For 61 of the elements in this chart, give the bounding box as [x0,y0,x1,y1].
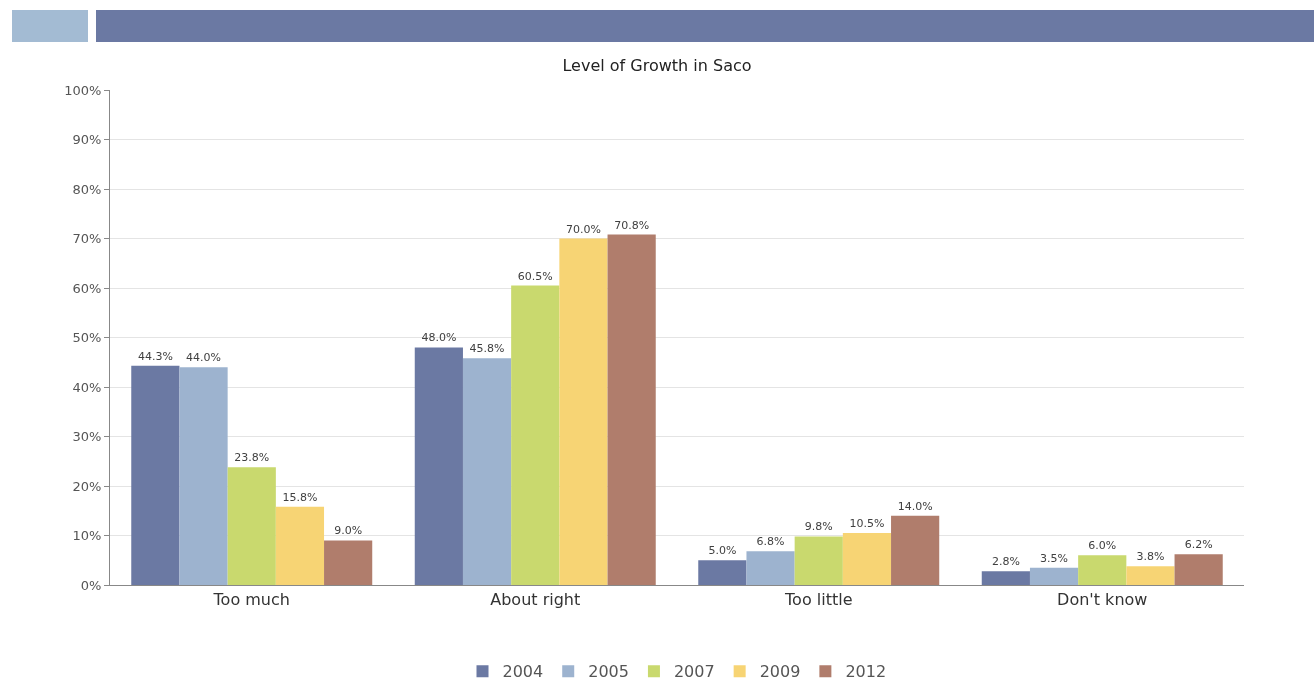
bar [1174,554,1223,585]
y-tick-label: 80% [72,181,102,197]
bar [227,467,276,585]
y-tick-label: 10% [72,528,102,544]
data-label: 5.0% [708,544,737,558]
y-tick-label: 20% [72,478,102,494]
data-label: 44.3% [137,349,173,363]
legend-label: 2007 [673,662,715,682]
data-label: 10.5% [849,517,885,531]
bar [607,234,656,585]
bar [179,367,228,585]
x-tick-label: About right [490,590,581,610]
data-label: 48.0% [421,331,457,345]
data-label: 6.2% [1184,538,1213,552]
data-label: 9.0% [334,524,363,538]
y-tick-label: 0% [80,577,102,593]
bar [1029,567,1079,585]
data-label: 6.8% [756,535,785,549]
y-tick-label: 40% [72,379,102,395]
legend-label: 2012 [845,662,887,682]
chart-title: Level of Growth in Saco [562,55,752,75]
legend-label: 2004 [502,662,544,682]
bar [1078,555,1127,585]
y-tick-label: 50% [72,330,102,346]
data-label: 14.0% [897,499,933,513]
data-label: 45.8% [469,342,505,356]
data-label: 3.8% [1136,550,1165,564]
x-tick-label: Too little [784,590,853,610]
legend-label: 2005 [588,662,629,682]
y-tick-label: 90% [72,132,102,148]
data-label: 44.0% [186,351,222,365]
bar [324,540,373,585]
bar [414,347,463,585]
bar [511,285,560,585]
y-tick-label: 70% [72,231,102,247]
bar [842,533,892,585]
x-tick-label: Too much [212,590,290,610]
data-label: 70.8% [614,218,650,232]
bar [794,536,843,585]
bar [698,560,747,585]
data-label: 70.0% [565,222,601,236]
data-label: 23.8% [234,451,270,465]
data-label: 3.5% [1040,551,1069,565]
bar [462,358,512,585]
bar [891,515,940,585]
bar [275,506,325,585]
legend-label: 2009 [759,662,801,682]
bar [559,238,608,585]
y-tick-label: 30% [72,429,102,445]
bar [131,365,180,585]
data-label: 9.8% [804,520,833,534]
data-label: 60.5% [517,269,553,283]
data-label: 2.8% [991,555,1020,569]
data-label: 6.0% [1088,539,1117,553]
x-tick-label: Don't know [1057,590,1148,610]
data-label: 15.8% [282,490,318,504]
bar [981,571,1030,585]
bar [746,551,795,585]
bar [1126,566,1175,585]
y-tick-label: 100% [64,82,102,98]
y-tick-label: 60% [72,280,102,296]
